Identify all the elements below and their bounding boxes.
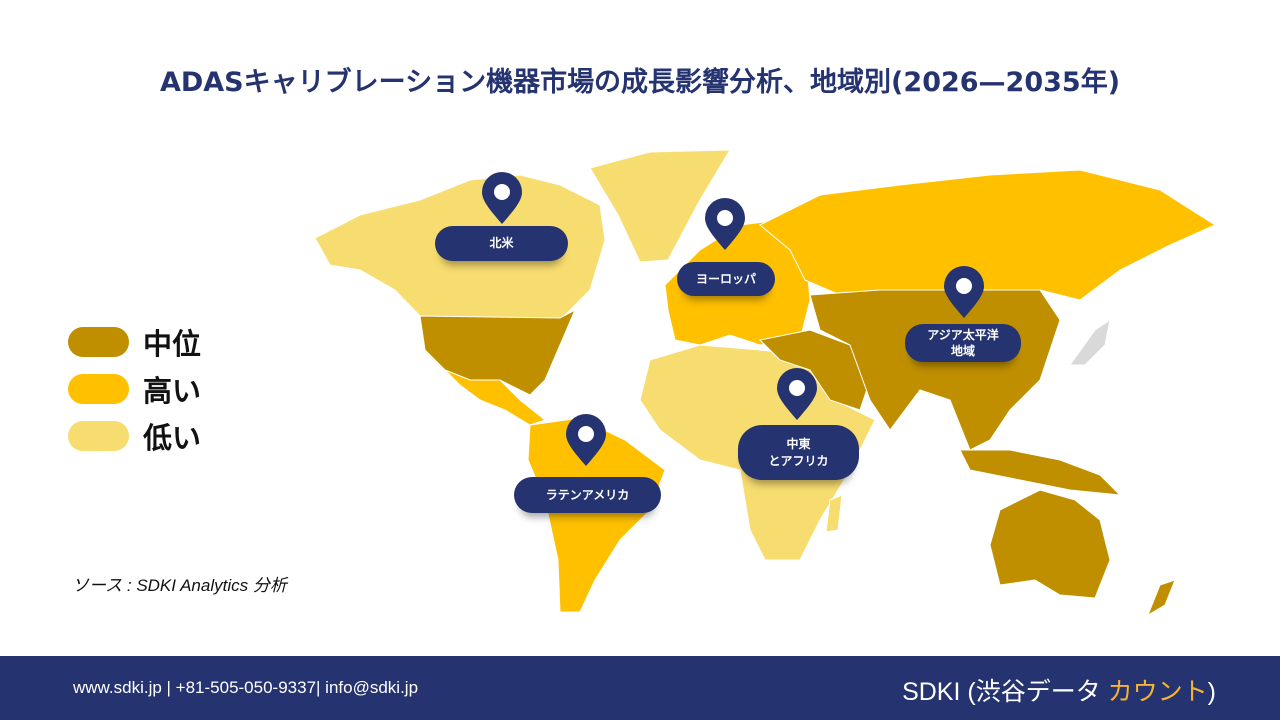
- legend-label: 高い: [143, 373, 202, 408]
- region-label-mea[interactable]: 中東 とアフリカ: [738, 425, 859, 480]
- legend-item-high: 高い: [68, 365, 201, 412]
- pin-icon-north-america: [482, 172, 522, 224]
- legend-swatch: [68, 326, 129, 357]
- pin-icon-latin-america: [566, 414, 606, 466]
- legend-item-medium: 中位: [68, 318, 201, 365]
- pin-icon-europe: [705, 198, 745, 250]
- location-pins: [482, 172, 984, 466]
- region-label-latin-america[interactable]: ラテンアメリカ: [514, 477, 661, 513]
- se-asia-islands: [959, 449, 1122, 496]
- brand-main: SDKI (渋谷データ: [902, 678, 1108, 706]
- brand-accent: カウント: [1107, 678, 1208, 706]
- australia: [989, 489, 1111, 599]
- mexico-central-america: [444, 369, 547, 426]
- legend-label: 低い: [143, 420, 202, 455]
- footer: www.sdki.jp | +81-505-050-9337| info@sdk…: [0, 656, 1280, 720]
- russia: [759, 169, 1217, 301]
- pin-icon-mea: [777, 368, 817, 420]
- region-label-asia-pacific[interactable]: アジア太平洋 地域: [905, 324, 1021, 362]
- new-zealand: [1146, 579, 1176, 617]
- contact-info: www.sdki.jp | +81-505-050-9337| info@sdk…: [73, 678, 419, 697]
- page-title: ADASキャリブレーション機器市場の成長影響分析、地域別(2026—2035年): [159, 67, 1121, 98]
- middle-east: [758, 329, 871, 411]
- usa: [419, 308, 577, 396]
- brand-logo: SDKI (渋谷データ カウント): [902, 672, 1216, 708]
- pin-icon-asia-pacific: [944, 266, 984, 318]
- brand-close: ): [1207, 678, 1216, 706]
- region-label-north-america[interactable]: 北米: [435, 226, 568, 261]
- source-note: ソース : SDKI Analytics 分析: [72, 576, 287, 595]
- madagascar: [825, 494, 843, 533]
- region-label-europe[interactable]: ヨーロッパ: [677, 262, 775, 296]
- legend: 中位 高い 低い: [68, 318, 201, 459]
- legend-item-low: 低い: [68, 412, 201, 459]
- legend-swatch: [68, 420, 129, 451]
- japan: [1069, 318, 1111, 366]
- legend-label: 中位: [143, 326, 202, 361]
- legend-swatch: [68, 373, 129, 404]
- greenland: [589, 149, 731, 263]
